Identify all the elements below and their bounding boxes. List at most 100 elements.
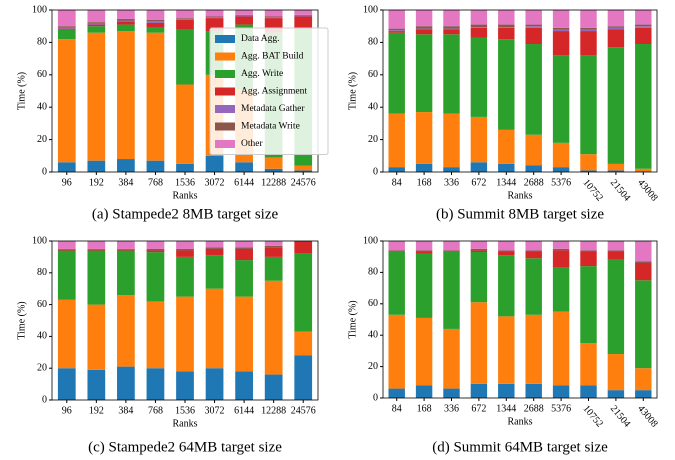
- x-tick-label: 1536: [175, 177, 195, 188]
- bar-segment: [117, 18, 135, 21]
- bar-segment: [607, 354, 625, 391]
- y-tick-label: 0: [42, 394, 47, 405]
- bar-segment: [415, 26, 433, 29]
- x-tick-label: 96: [62, 405, 72, 416]
- bar-segment: [525, 241, 542, 251]
- x-tick-label: 1536: [175, 405, 195, 416]
- bar-segment: [635, 27, 652, 45]
- bar-segment: [443, 10, 460, 27]
- bar-segment: [388, 28, 405, 31]
- x-tick-label: 168: [417, 403, 432, 414]
- bar-segment: [264, 247, 283, 257]
- bar-segment: [264, 10, 283, 17]
- bar-segment: [525, 26, 542, 28]
- bar-segment: [388, 314, 405, 389]
- bar-segment: [470, 302, 488, 384]
- bar-segment: [57, 299, 76, 369]
- bar-segment: [635, 262, 652, 281]
- bar-segment: [146, 160, 165, 172]
- bar-segment: [443, 250, 460, 252]
- bar-segment: [388, 241, 405, 251]
- x-tick-label: 6144: [234, 405, 254, 416]
- bar-segment: [580, 250, 597, 252]
- bar-segment: [607, 10, 625, 27]
- bar-segment: [388, 32, 405, 114]
- bar-segment: [388, 10, 405, 29]
- bar-segment: [176, 250, 194, 257]
- bar-segment: [635, 390, 652, 398]
- bar-segment: [552, 29, 570, 32]
- bar-segment: [388, 30, 405, 32]
- bar-segment: [525, 134, 542, 166]
- bar-segment: [580, 10, 597, 28]
- y-tick-label: 80: [368, 267, 378, 278]
- x-tick-label: 336: [444, 403, 459, 414]
- bar-segment: [498, 316, 515, 384]
- x-tick-label: 768: [148, 405, 163, 416]
- bar-segment: [57, 39, 76, 163]
- bar-segment: [580, 55, 597, 155]
- y-tick-label: 20: [368, 134, 378, 145]
- caption: (d) Summit 64MB target size: [432, 439, 608, 455]
- x-tick-label: 2688: [524, 403, 544, 414]
- bar-segment: [235, 15, 253, 17]
- y-tick-label: 40: [368, 101, 378, 112]
- bar-segment: [470, 248, 488, 251]
- legend-swatch: [215, 105, 235, 113]
- bar-segment: [498, 39, 515, 130]
- x-tick-label: 3072: [205, 405, 225, 416]
- y-tick-label: 80: [368, 37, 378, 48]
- bar-segment: [87, 250, 106, 305]
- subplot: 0 20 40 60 80 100 96 192 384 768 1536 3072 6144 12288…: [16, 4, 329, 222]
- bar-segment: [498, 255, 515, 317]
- x-tick-label: 672: [471, 177, 486, 188]
- bar-segment: [580, 385, 597, 398]
- bar-segment: [205, 247, 224, 249]
- x-tick-label: 5376: [551, 177, 571, 188]
- x-tick-label: 192: [89, 177, 104, 188]
- bar-segment: [470, 250, 488, 252]
- bar-segment: [552, 27, 570, 30]
- bar-segment: [146, 10, 165, 20]
- bar-segment: [470, 241, 488, 249]
- bar-segment: [443, 328, 460, 389]
- bar-segment: [415, 251, 433, 254]
- bar-segment: [415, 250, 433, 252]
- bar-segment: [87, 160, 106, 172]
- x-tick-label: 10752: [580, 177, 604, 203]
- x-tick-label: 2688: [524, 177, 544, 188]
- bar-segment: [87, 241, 106, 249]
- bar-segment: [552, 267, 570, 312]
- bar-segment: [264, 157, 283, 169]
- bar-segment: [498, 250, 515, 252]
- bar-segment: [635, 280, 652, 369]
- bar-segment: [580, 27, 597, 30]
- bar-segment: [57, 29, 76, 40]
- x-tick-label: 43008: [635, 403, 659, 429]
- bar-segment: [498, 27, 515, 40]
- bar-segment: [388, 251, 405, 315]
- bar-segment: [415, 112, 433, 164]
- bar-segment: [443, 251, 460, 252]
- bar-segment: [498, 241, 515, 251]
- bar-segment: [552, 241, 570, 249]
- bar-segment: [415, 163, 433, 172]
- bar-segment: [580, 241, 597, 251]
- bar-segment: [294, 253, 313, 332]
- x-tick-label: 768: [148, 177, 163, 188]
- bar-segment: [176, 18, 194, 20]
- bar-segment: [146, 252, 165, 302]
- y-tick-label: 100: [363, 4, 378, 15]
- x-tick-label: 12288: [261, 177, 286, 188]
- bar-segment: [87, 369, 106, 400]
- bar-segment: [607, 390, 625, 398]
- bar-segment: [525, 250, 542, 252]
- legend-label: Agg. Write: [241, 69, 283, 79]
- bar-segment: [117, 295, 135, 367]
- bar-segment: [176, 296, 194, 372]
- bar-segment: [146, 32, 165, 161]
- bar-segment: [146, 250, 165, 253]
- y-tick-label: 40: [37, 101, 47, 112]
- x-axis-label: Ranks: [508, 416, 533, 427]
